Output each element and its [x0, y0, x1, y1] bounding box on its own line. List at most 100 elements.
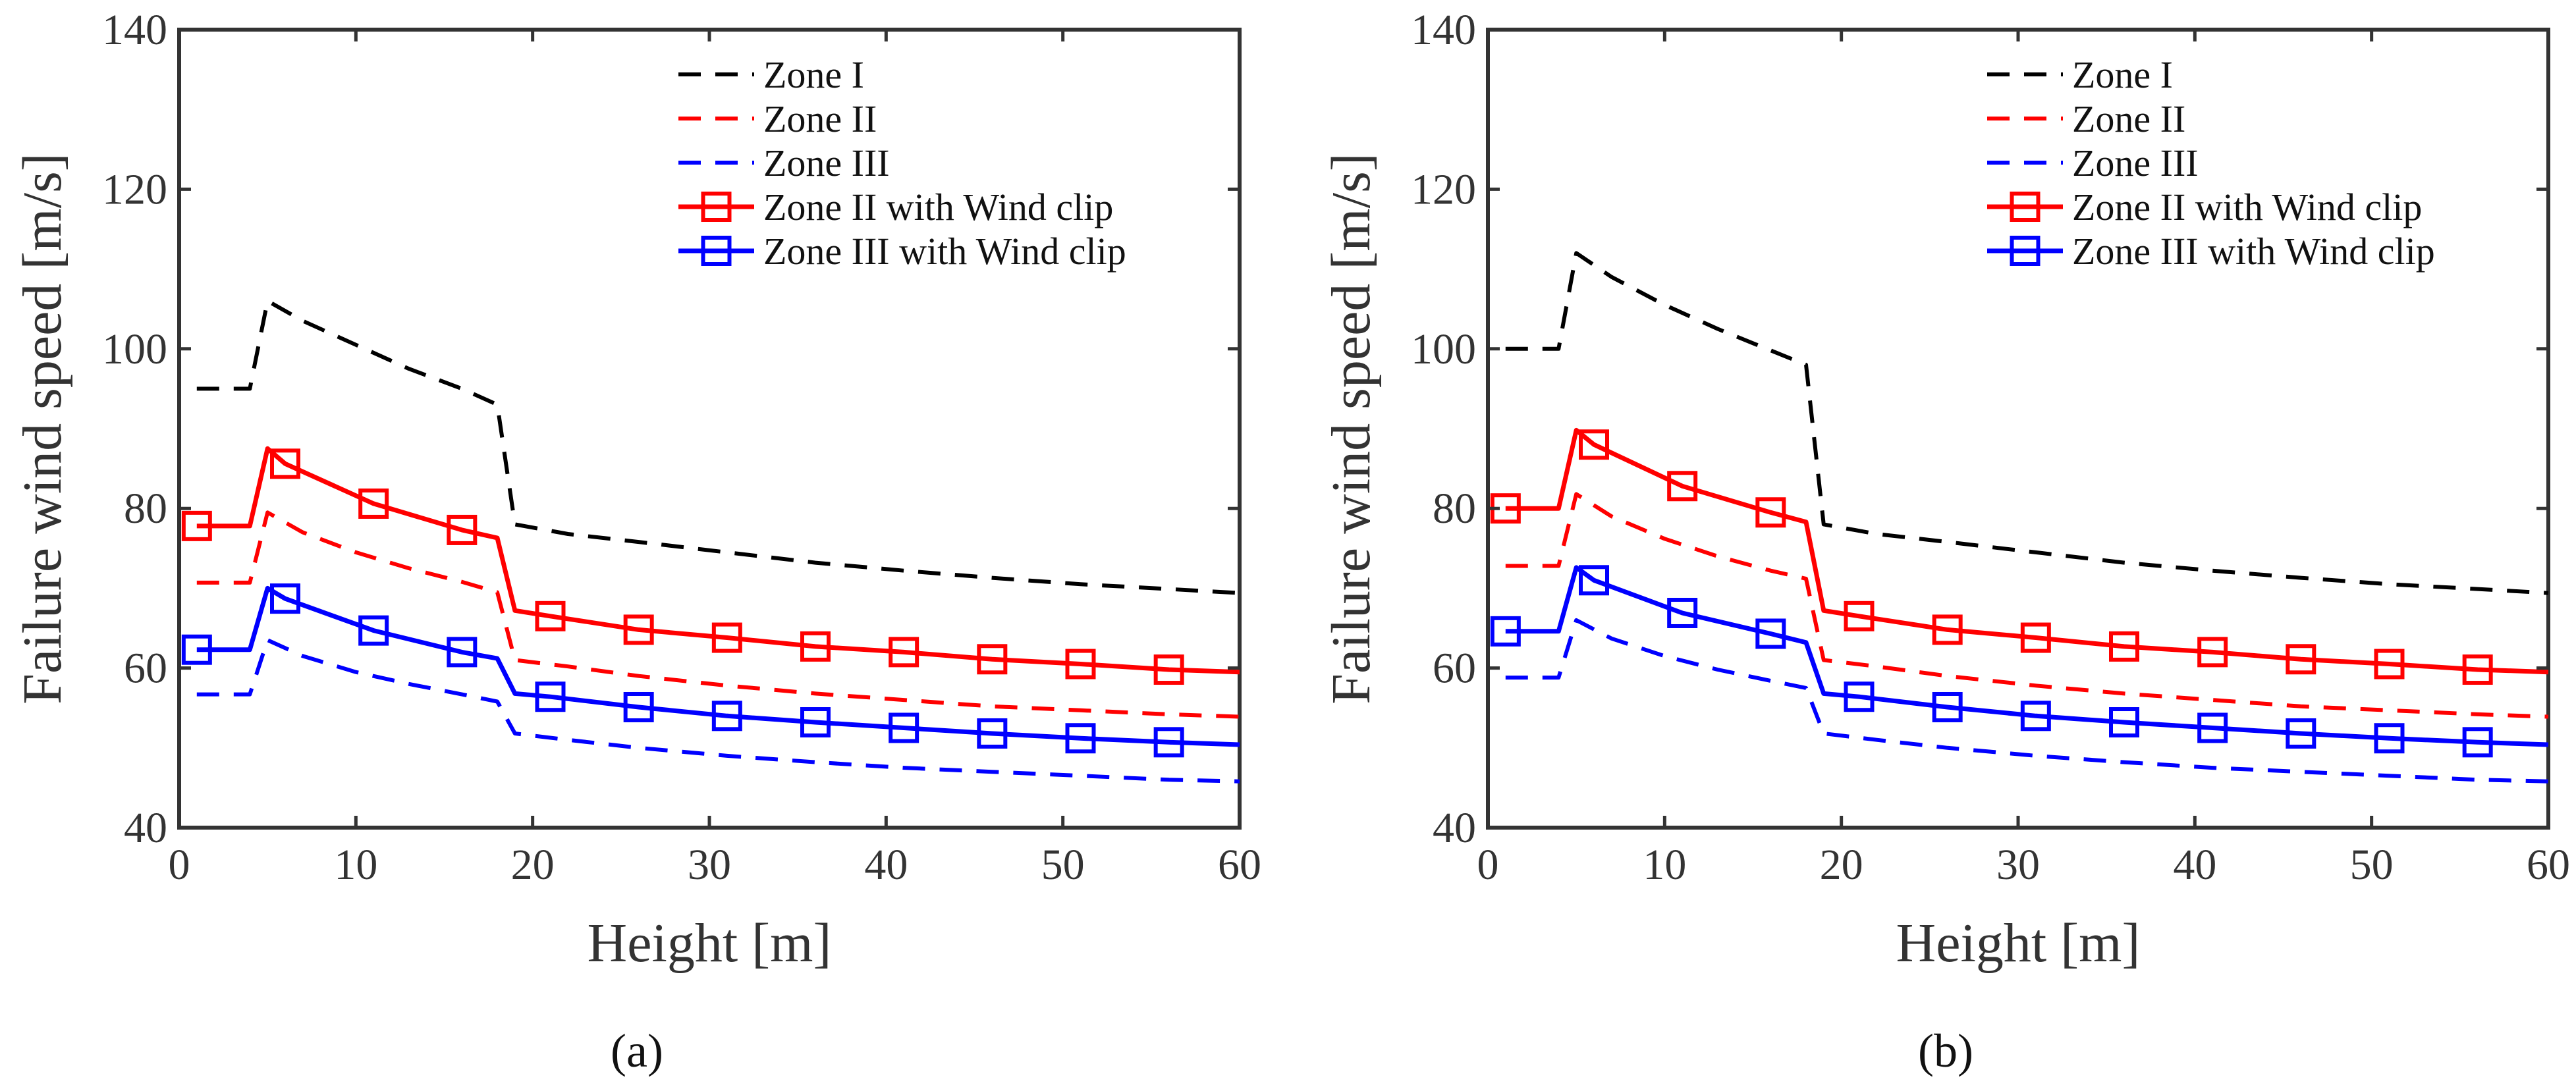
data-point-zone-ii-with-wind-clip [181, 510, 212, 541]
series-line-zone-iii-with-wind-clip [1505, 565, 2549, 747]
data-point-zone-iii-with-wind-clip [2109, 707, 2139, 738]
data-point-zone-ii-with-wind-clip [2374, 649, 2405, 679]
data-point-zone-iii-with-wind-clip [1490, 616, 1521, 647]
data-point-zone-iii-with-wind-clip [1153, 727, 1184, 758]
data-point-zone-iii-with-wind-clip [1755, 618, 1786, 649]
y-tick-label: 120 [102, 165, 167, 213]
data-point-zone-ii-with-wind-clip [623, 614, 654, 645]
legend-label-zone-iii-with-wind-clip: Zone III with Wind clip [763, 230, 1126, 273]
axes-layer: 0 10 20 30 40 50 60 40 60 80 100 120 140 [1411, 6, 2570, 889]
x-tick-label: 20 [1820, 841, 1863, 889]
data-point-zone-iii-with-wind-clip [1844, 681, 1875, 712]
data-point-zone-iii-with-wind-clip [1667, 597, 1698, 628]
legend-label-zone-i: Zone I [2072, 53, 2173, 96]
data-point-zone-iii-with-wind-clip [270, 583, 300, 614]
data-point-zone-iii-with-wind-clip [623, 691, 654, 722]
x-tick-label: 10 [334, 841, 377, 889]
series-line-zone-ii [1505, 492, 2549, 719]
data-point-zone-iii-with-wind-clip [977, 718, 1008, 749]
series-line-zone-i [196, 299, 1240, 595]
x-axis-label: Height [m] [1896, 913, 2141, 974]
legend-marker-zone-iii-with-wind-clip [701, 236, 732, 266]
panel-label-a: (a) [611, 1024, 663, 1077]
y-tick-label: 140 [1411, 6, 1476, 54]
data-point-zone-ii-with-wind-clip [800, 631, 831, 662]
data-point-zone-ii-with-wind-clip [1579, 429, 1609, 460]
legend-label-zone-iii: Zone III [763, 142, 890, 184]
legend-label-zone-iii: Zone III [2072, 142, 2199, 184]
y-axis-label: Failure wind speed [m/s] [1321, 153, 1382, 705]
y-tick-label: 80 [124, 485, 167, 533]
data-point-zone-ii-with-wind-clip [2286, 644, 2316, 675]
y-tick-label: 80 [1433, 485, 1476, 533]
data-point-zone-iii-with-wind-clip [2020, 701, 2051, 732]
series-layer [1490, 251, 2549, 784]
series-line-zone-ii-with-wind-clip [196, 446, 1240, 675]
legend-background [665, 43, 1225, 339]
series-line-zone-iii [1505, 618, 2549, 784]
data-point-zone-ii-with-wind-clip [358, 488, 389, 519]
data-point-zone-ii-with-wind-clip [977, 644, 1008, 675]
series-line-zone-iii [196, 638, 1240, 784]
legend-marker-zone-ii-with-wind-clip [2010, 192, 2041, 222]
x-tick-label: 0 [169, 841, 190, 889]
legend-label-zone-ii: Zone II [763, 97, 877, 140]
x-tick-label: 30 [688, 841, 731, 889]
x-tick-label: 30 [1996, 841, 2040, 889]
x-tick-label: 10 [1643, 841, 1686, 889]
data-point-zone-iii-with-wind-clip [2374, 723, 2405, 754]
data-point-zone-ii-with-wind-clip [2020, 622, 2051, 653]
x-tick-label: 40 [2173, 841, 2216, 889]
y-tick-label: 120 [1411, 165, 1476, 213]
data-point-zone-ii-with-wind-clip [711, 622, 742, 653]
data-point-zone-ii-with-wind-clip [889, 637, 919, 668]
data-point-zone-iii-with-wind-clip [358, 615, 389, 646]
data-point-zone-ii-with-wind-clip [2197, 637, 2228, 668]
legend-marker-zone-ii-with-wind-clip [701, 192, 732, 222]
y-axis-label: Failure wind speed [m/s] [12, 153, 73, 705]
x-tick-label: 40 [864, 841, 908, 889]
data-point-zone-iii-with-wind-clip [2286, 718, 2316, 749]
y-tick-label: 60 [1433, 645, 1476, 693]
y-tick-label: 140 [102, 6, 167, 54]
data-point-zone-ii-with-wind-clip [1755, 497, 1786, 528]
data-point-zone-ii-with-wind-clip [535, 600, 566, 631]
x-tick-label: 0 [1477, 841, 1499, 889]
data-point-zone-iii-with-wind-clip [535, 681, 566, 712]
y-tick-label: 60 [124, 645, 167, 693]
x-tick-label: 50 [2350, 841, 2394, 889]
data-point-zone-iii-with-wind-clip [2462, 727, 2493, 758]
legend-label-zone-ii-with-wind-clip: Zone II with Wind clip [763, 186, 1113, 228]
series-line-zone-ii [196, 510, 1240, 719]
data-point-zone-ii-with-wind-clip [1667, 471, 1698, 502]
x-tick-label: 60 [1218, 841, 1261, 889]
series-line-zone-iii-with-wind-clip [196, 585, 1240, 747]
y-tick-label: 40 [1433, 804, 1476, 852]
y-tick-label: 100 [1411, 325, 1476, 373]
y-tick-label: 100 [102, 325, 167, 373]
series-line-zone-ii-with-wind-clip [1505, 427, 2549, 675]
x-tick-label: 50 [1041, 841, 1085, 889]
legend-label-zone-ii-with-wind-clip: Zone II with Wind clip [2072, 186, 2422, 228]
data-point-zone-iii-with-wind-clip [1579, 565, 1609, 596]
series-line-zone-i [1505, 251, 2549, 595]
chart-panel-b: 0 10 20 30 40 50 60 40 60 80 100 120 140 Zone I Zone … [1321, 6, 2570, 1077]
data-point-zone-iii-with-wind-clip [1932, 691, 1963, 722]
data-point-zone-ii-with-wind-clip [1065, 649, 1096, 679]
axes-layer: 0 10 20 30 40 50 60 40 60 80 100 120 140 [102, 6, 1261, 889]
data-point-zone-ii-with-wind-clip [2109, 631, 2139, 662]
data-point-zone-ii-with-wind-clip [270, 448, 300, 479]
data-point-zone-ii-with-wind-clip [1932, 614, 1963, 645]
data-point-zone-iii-with-wind-clip [800, 707, 831, 738]
x-tick-label: 60 [2527, 841, 2570, 889]
legend-marker-zone-iii-with-wind-clip [2010, 236, 2041, 266]
legend-label-zone-i: Zone I [763, 53, 864, 96]
data-point-zone-iii-with-wind-clip [447, 637, 478, 668]
data-point-zone-iii-with-wind-clip [711, 701, 742, 732]
data-point-zone-iii-with-wind-clip [889, 712, 919, 743]
panel-label-b: (b) [1918, 1024, 1973, 1077]
